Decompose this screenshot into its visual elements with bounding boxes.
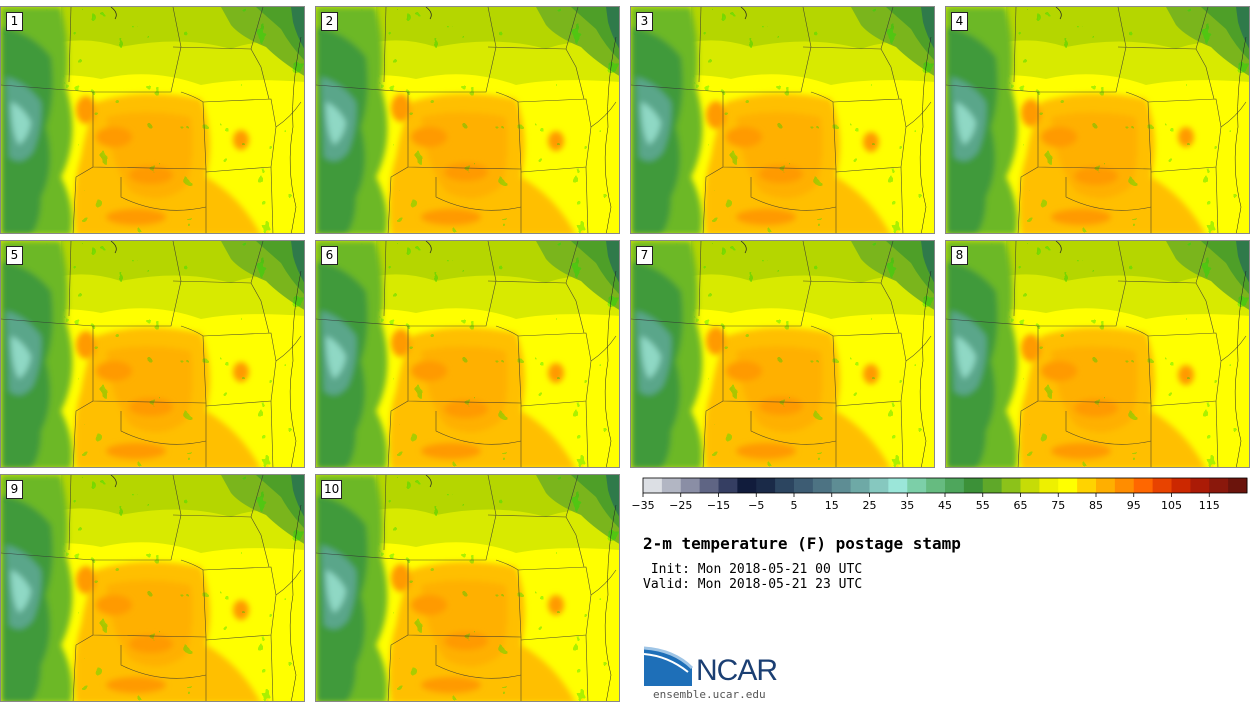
colorbar-segment [1039,478,1059,493]
colorbar-segment [794,478,814,493]
logo-url: ensemble.ucar.edu [653,688,766,701]
colorbar-tick-label: −35 [631,499,654,512]
panel-number-label: 4 [951,12,968,31]
colorbar-segment [1114,478,1135,493]
init-time: Init: Mon 2018-05-21 00 UTC [643,562,863,577]
map-panel-10: 10 [315,474,620,702]
colorbar-tick-label: 5 [791,499,798,512]
colorbar-tick-label: −5 [748,499,764,512]
map-panel-3: 3 [630,6,935,234]
colorbar-segment [1209,478,1229,493]
colorbar-segment [1133,478,1154,493]
colorbar-segment [945,478,965,493]
map-panel-9: 9 [0,474,305,702]
colorbar-segment [661,478,682,493]
colorbar-segment [643,478,663,493]
colorbar-segment [831,478,852,493]
colorbar-tick-label: 15 [825,499,839,512]
colorbar-segment [1152,478,1172,493]
map-panel-5: 5 [0,240,305,468]
logo-text: NCAR [696,654,778,687]
map-panel-1: 1 [0,6,305,234]
colorbar-tick-label: 25 [863,499,877,512]
colorbar-segment [680,478,701,493]
valid-time: Valid: Mon 2018-05-21 23 UTC [643,577,863,592]
colorbar-segment [926,478,946,493]
panel-number-label: 8 [951,246,968,265]
colorbar-segment [1096,478,1116,493]
colorbar-segment [699,478,719,493]
panel-number-label: 9 [6,480,23,499]
colorbar-segment [775,478,795,493]
colorbar-segment [1171,478,1191,493]
colorbar-segment [1020,478,1040,493]
panel-number-label: 3 [636,12,653,31]
map-panel-7: 7 [630,240,935,468]
colorbar-segment [888,478,908,493]
colorbar-tick-label: −25 [669,499,692,512]
panel-number-label: 10 [321,480,343,499]
ncar-logo-icon [643,646,694,686]
colorbar-segment [1228,478,1248,493]
map-panel-2: 2 [315,6,620,234]
panel-number-label: 7 [636,246,653,265]
map-panel-6: 6 [315,240,620,468]
colorbar-tick-label: 85 [1089,499,1103,512]
colorbar-tick-label: 35 [900,499,914,512]
panel-number-label: 5 [6,246,23,265]
colorbar-segment [1190,478,1210,493]
colorbar-segment [869,478,889,493]
colorbar-segment [1001,478,1021,493]
colorbar-segment [1058,478,1078,493]
colorbar-segment [812,478,833,493]
colorbar-segment [907,478,927,493]
colorbar-tick-label: 55 [976,499,990,512]
colorbar-tick-label: 95 [1127,499,1141,512]
colorbar-tick-label: −15 [707,499,730,512]
colorbar-tick-label: 65 [1014,499,1028,512]
colorbar-segment [982,478,1003,493]
colorbar-tick-label: 45 [938,499,952,512]
colorbar-segment [756,478,776,493]
colorbar-segment [850,478,870,493]
map-panel-8: 8 [945,240,1250,468]
temperature-colorbar: −35 −25 −15 −5 5 15 25 35 45 55 65 75 85 95 105 115 [631,477,1248,512]
colorbar-segment [963,478,984,493]
colorbar-segment [718,478,738,493]
map-panel-4: 4 [945,6,1250,234]
figure-title: 2-m temperature (F) postage stamp [643,534,961,553]
colorbar-segment [737,478,757,493]
colorbar-tick-label: 115 [1199,499,1220,512]
panel-number-label: 1 [6,12,23,31]
colorbar-segment [1077,478,1097,493]
panel-number-label: 2 [321,12,338,31]
colorbar-tick-label: 75 [1051,499,1065,512]
colorbar-tick-label: 105 [1161,499,1182,512]
panel-number-label: 6 [321,246,338,265]
